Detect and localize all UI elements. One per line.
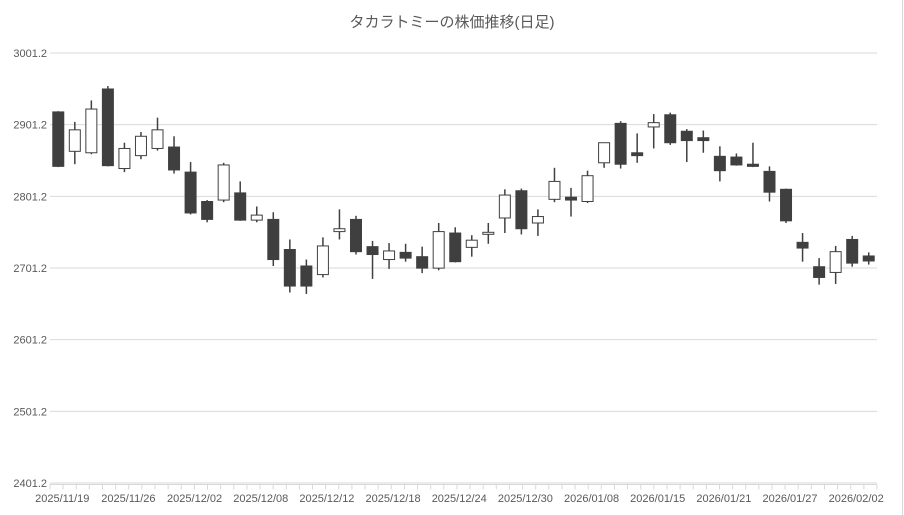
candle-body-down: [780, 188, 793, 222]
candle-body-up: [333, 228, 346, 233]
x-axis-label: 2026/01/21: [696, 493, 751, 505]
candle-body-down: [283, 249, 296, 287]
y-axis-label: 2601.2: [13, 335, 47, 347]
candle-body-down: [763, 170, 776, 193]
x-axis-label: 2026/02/02: [829, 493, 884, 505]
candle-body-up: [85, 108, 98, 154]
candle-body-up: [134, 135, 147, 157]
candle-body-down: [515, 190, 528, 230]
x-axis-label: 2025/12/02: [167, 493, 222, 505]
candle-body-down: [168, 146, 181, 171]
candle-body-down: [680, 130, 693, 142]
candle-body-down: [366, 246, 379, 256]
candles-group: [52, 86, 875, 294]
candle-body-down: [813, 266, 826, 278]
x-axis-label: 2025/12/08: [233, 493, 288, 505]
candle-body-up: [151, 129, 164, 149]
candle-body-up: [217, 164, 230, 201]
y-axis-label: 2701.2: [13, 263, 47, 275]
candle-body-down: [631, 152, 644, 157]
candle-body-down: [565, 196, 578, 201]
candle-body-down: [614, 122, 627, 165]
candle-body-down: [713, 155, 726, 172]
candle-body-up: [482, 231, 495, 235]
candle-body-up: [498, 194, 511, 219]
gridlines-group: [50, 52, 877, 484]
candle-body-up: [598, 142, 611, 164]
x-axis-label: 2026/01/27: [762, 493, 817, 505]
y-axis-label: 2501.2: [13, 406, 47, 418]
candle-body-up: [68, 129, 81, 152]
candle-body-down: [664, 114, 677, 144]
candle-body-down: [796, 241, 809, 249]
candle-body-up: [531, 216, 544, 224]
chart-title: タカラトミーの株価推移(日足): [350, 14, 555, 31]
candle-body-up: [250, 214, 263, 221]
candle-body-up: [118, 147, 131, 170]
candle-body-down: [52, 111, 65, 167]
x-axis-label: 2025/12/30: [498, 493, 553, 505]
candle-body-up: [581, 175, 594, 202]
y-axis-label: 2801.2: [13, 191, 47, 203]
x-axis-label: 2025/11/26: [101, 493, 155, 505]
x-axis-label: 2025/12/12: [299, 493, 354, 505]
candle-body-down: [267, 218, 280, 261]
candle-body-down: [184, 171, 197, 214]
candle-body-down: [349, 218, 362, 253]
candle-body-down: [746, 163, 759, 167]
candle-body-down: [101, 88, 114, 167]
y-axis-label: 2901.2: [13, 120, 47, 132]
candle-body-up: [383, 250, 396, 261]
x-axis-label: 2025/12/18: [366, 493, 421, 505]
candle-body-up: [829, 251, 842, 273]
candle-body-down: [862, 255, 875, 262]
candle-body-down: [730, 156, 743, 166]
x-axis-label: 2025/11/19: [35, 493, 89, 505]
x-axis-label: 2026/01/08: [564, 493, 619, 505]
candle-body-up: [548, 180, 561, 200]
candle-body-down: [399, 251, 412, 259]
candle-body-down: [846, 238, 859, 264]
candle-body-down: [697, 137, 710, 142]
x-axis-label: 2026/01/15: [630, 493, 685, 505]
x-axis-label: 2025/12/24: [432, 493, 487, 505]
candle-body-down: [201, 200, 214, 220]
candle-body-up: [647, 122, 660, 128]
candle-body-down: [234, 192, 247, 221]
candle-body-up: [465, 239, 478, 248]
candle-body-down: [416, 256, 429, 269]
candle-body-up: [316, 245, 329, 276]
y-axis-label: 3001.2: [13, 48, 47, 60]
candle-body-down: [300, 265, 313, 287]
y-axis-label: 2401.2: [13, 478, 47, 490]
candle-body-up: [432, 231, 445, 269]
candle-body-down: [449, 232, 462, 263]
